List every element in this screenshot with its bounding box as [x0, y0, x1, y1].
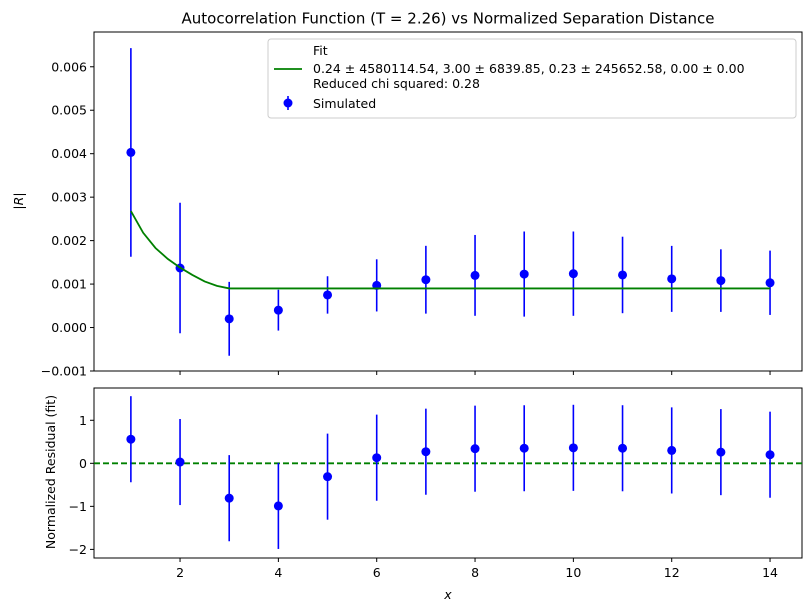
top-plot-area: −0.001 0.000 0.001 0.002 0.003 0.004 0.005 0.00… [41, 31, 803, 379]
legend-fit-chi: Reduced chi squared: 0.28 [313, 76, 480, 91]
bottom-data-point [421, 447, 431, 457]
bottom-data-point [765, 450, 775, 460]
top-axes-frame [93, 31, 803, 372]
top-y-tick-label: 0.003 [51, 190, 87, 205]
top-data-point [765, 278, 775, 288]
bottom-data-point [224, 493, 234, 503]
top-data-point [224, 314, 234, 324]
bottom-x-tick-label: 8 [471, 565, 479, 580]
legend-fit-title: Fit [313, 43, 328, 58]
bottom-y-axis-label: Normalized Residual (fit) [43, 395, 58, 549]
legend-simulated-marker-sample [283, 98, 293, 108]
top-data-point [126, 147, 136, 157]
top-data-point [519, 269, 529, 279]
legend: Fit 0.24 ± 4580114.54, 3.00 ± 6839.85, 0… [267, 38, 797, 119]
top-data-point [421, 275, 431, 285]
top-y-axis-label: |R| [11, 192, 26, 209]
bottom-x-tick-label: 12 [664, 565, 680, 580]
top-y-tick-label: 0.005 [51, 103, 87, 118]
legend-fit-params: 0.24 ± 4580114.54, 3.00 ± 6839.85, 0.23 … [313, 61, 745, 76]
bottom-x-axis-label: x [443, 587, 452, 602]
bottom-y-tick-label: 1 [79, 413, 87, 428]
bottom-y-tick-label: 0 [79, 456, 87, 471]
top-y-tick-label: 0.001 [51, 277, 87, 292]
top-data-point [716, 276, 726, 286]
bottom-x-tick-label: 2 [176, 565, 184, 580]
top-fit-line [130, 210, 771, 290]
bottom-y-tick-label: −2 [69, 542, 87, 557]
bottom-x-tick-label: 6 [373, 565, 381, 580]
top-data-point [273, 305, 283, 315]
chart-title: Autocorrelation Function (T = 2.26) vs N… [182, 10, 715, 28]
bottom-data-point [568, 443, 578, 453]
bottom-data-point [470, 444, 480, 454]
top-data-point [667, 274, 677, 284]
top-data-point [323, 290, 333, 300]
bottom-x-tick-label: 14 [762, 565, 778, 580]
top-data-point [470, 270, 480, 280]
bottom-y-tick-label: −1 [69, 499, 87, 514]
bottom-x-tick-label: 10 [565, 565, 581, 580]
top-y-tick-label: 0.006 [51, 59, 87, 74]
bottom-data-point [372, 453, 382, 463]
legend-simulated-label: Simulated [313, 96, 376, 111]
legend-frame [267, 38, 797, 119]
bottom-data-point [667, 445, 677, 455]
bottom-data-point [519, 443, 529, 453]
bottom-data-point [273, 501, 283, 511]
bottom-x-tick-label: 4 [274, 565, 282, 580]
bottom-data-point [175, 457, 185, 467]
top-y-tick-label: −0.001 [41, 364, 87, 379]
top-y-tick-label: 0.004 [51, 146, 87, 161]
bottom-data-point [323, 472, 333, 482]
top-data-point [568, 269, 578, 279]
top-data-point [618, 270, 628, 280]
bottom-axes-frame [93, 387, 803, 559]
bottom-data-point [618, 443, 628, 453]
top-y-tick-label: 0.002 [51, 233, 87, 248]
bottom-data-point [716, 447, 726, 457]
top-y-tick-label: 0.000 [51, 320, 87, 335]
bottom-data-point [126, 434, 136, 444]
